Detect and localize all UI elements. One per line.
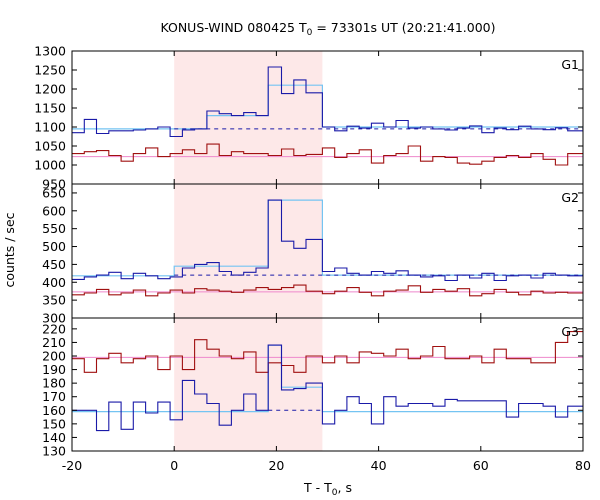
x-axis-title-subscript: 0 bbox=[332, 488, 338, 498]
y-tick-label: 150 bbox=[42, 416, 66, 431]
fit-line-a bbox=[72, 199, 583, 277]
series-b-histogram bbox=[72, 143, 583, 166]
y-tick-label: 1000 bbox=[34, 158, 66, 173]
panel-label: G2 bbox=[561, 190, 579, 205]
panel-label: G3 bbox=[561, 324, 579, 339]
y-tick-label: 450 bbox=[42, 257, 66, 272]
plot-layer: 9501000105011001150120012501300G13003504… bbox=[34, 44, 591, 474]
y-tick-label: 130 bbox=[42, 444, 66, 459]
chart-title: KONUS-WIND 080425 T0 = 73301s UT (20:21:… bbox=[160, 20, 495, 38]
chart-title-suffix: = 73301s UT (20:21:41.000) bbox=[312, 20, 495, 35]
y-tick-label: 300 bbox=[42, 311, 66, 326]
y-tick-label: 1200 bbox=[34, 82, 66, 97]
x-tick-label: 80 bbox=[575, 458, 591, 473]
x-tick-label: 60 bbox=[473, 458, 489, 473]
y-tick-label: 1150 bbox=[34, 101, 66, 116]
highlight-interval bbox=[174, 51, 323, 184]
x-axis-title-suffix: , s bbox=[338, 480, 352, 495]
x-tick-label: -20 bbox=[62, 458, 82, 473]
series-b-histogram bbox=[72, 331, 583, 373]
y-tick-label: 190 bbox=[42, 362, 66, 377]
y-tick-label: 1100 bbox=[34, 120, 66, 135]
y-tick-label: 500 bbox=[42, 239, 66, 254]
y-tick-label: 140 bbox=[42, 430, 66, 445]
panel-g2: 300 350 400 450 500 550 600 650 G2 bbox=[42, 183, 584, 326]
y-tick-label: 160 bbox=[42, 403, 66, 418]
panel-g1: 950 1000 1050 1100 1150 1200 1250 1300 G1 bbox=[34, 44, 584, 192]
fit-line-a bbox=[72, 84, 583, 130]
y-tick-label: 400 bbox=[42, 275, 66, 290]
y-tick-label: 1300 bbox=[34, 44, 66, 59]
y-axis-title: counts / sec bbox=[2, 212, 17, 287]
panel-frame bbox=[71, 50, 584, 185]
y-tick-label: 200 bbox=[42, 349, 66, 364]
chart-title-prefix: KONUS-WIND 080425 T bbox=[160, 20, 306, 35]
y-tick-label: 550 bbox=[42, 221, 66, 236]
highlight-interval bbox=[174, 318, 323, 451]
x-tick-labels: -20 0 20 40 60 80 bbox=[62, 458, 591, 473]
x-tick-label: 20 bbox=[268, 458, 284, 473]
y-tick-label: 350 bbox=[42, 293, 66, 308]
x-tick-label: 0 bbox=[170, 458, 178, 473]
y-tick-label: 1050 bbox=[34, 139, 66, 154]
y-tick-label: 600 bbox=[42, 203, 66, 218]
series-a-histogram bbox=[72, 66, 583, 138]
panel-frame bbox=[71, 183, 584, 319]
y-tick-label: 950 bbox=[42, 177, 66, 192]
y-tick-label: 210 bbox=[42, 335, 66, 350]
x-axis-title-prefix: T - T bbox=[303, 480, 332, 495]
x-axis-title: T - T0, s bbox=[303, 480, 352, 498]
highlight-interval bbox=[174, 184, 323, 318]
y-tick-label: 1250 bbox=[34, 63, 66, 78]
y-tick-label: 180 bbox=[42, 376, 66, 391]
y-tick-label: 650 bbox=[42, 185, 66, 200]
x-tick-label: 40 bbox=[371, 458, 387, 473]
series-b-histogram bbox=[72, 284, 583, 297]
y-tick-label: 170 bbox=[42, 389, 66, 404]
series-a-histogram bbox=[72, 344, 583, 432]
series-a-histogram bbox=[72, 199, 583, 282]
y-tick-label: 220 bbox=[42, 321, 66, 336]
panel-frame bbox=[71, 317, 584, 452]
chart-title-subscript: 0 bbox=[307, 28, 313, 38]
panel-label: G1 bbox=[561, 57, 579, 72]
